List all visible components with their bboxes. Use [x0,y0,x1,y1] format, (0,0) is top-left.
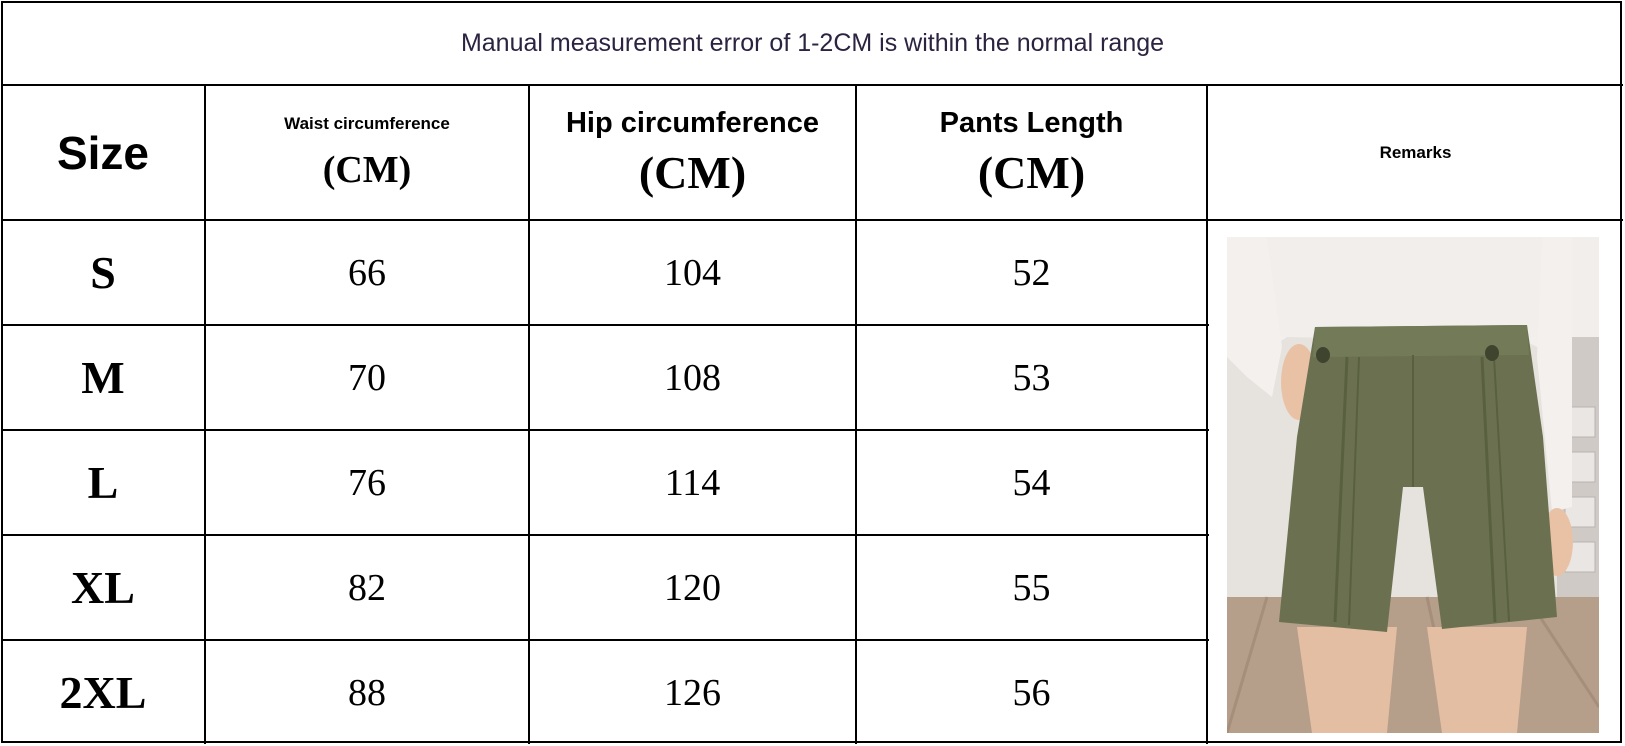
header-length-label: Pants Length [939,106,1124,139]
divider [204,85,206,744]
table-row-hip: 120 [664,566,721,609]
table-row-hip: 114 [664,461,721,504]
table-row-hip: 108 [664,356,721,399]
table-row-size: M [81,352,125,403]
page-title: Manual measurement error of 1-2CM is wit… [460,28,1165,57]
table-row-size: XL [71,562,135,613]
table-row-waist: 76 [348,461,386,504]
divider [2,84,1623,86]
divider [528,85,530,744]
table-row-length: 56 [1012,671,1051,714]
table-row-length: 52 [1012,251,1051,294]
divider [2,324,1209,326]
header-size: Size [56,126,150,179]
header-waist-unit: (CM) [322,148,412,191]
table-row-hip: 126 [664,671,721,714]
table-row-length: 53 [1012,356,1051,399]
table-row-waist: 70 [348,356,386,399]
table-row-size: 2XL [59,667,147,718]
table-row-length: 54 [1012,461,1051,504]
header-length-unit: (CM) [977,146,1086,198]
table-row-waist: 66 [348,251,386,294]
header-hip: Hip circumference (CM) [530,86,855,219]
table-row-length: 55 [1012,566,1051,609]
olive-shorts-photo-icon [1227,237,1599,733]
header-waist: Waist circumference (CM) [206,86,528,219]
table-row-waist: 88 [348,671,386,714]
divider [1206,85,1208,744]
header-hip-unit: (CM) [638,146,747,198]
header-length: Pants Length (CM) [857,86,1206,219]
divider [855,85,857,744]
table-row-size: S [90,247,116,298]
header-remarks: Remarks [1379,142,1452,162]
header-hip-label: Hip circumference [565,106,820,139]
table-row-hip: 104 [664,251,721,294]
divider [2,219,1623,221]
header-waist-label: Waist circumference [284,113,450,133]
table-row-size: L [87,457,119,508]
table-row-waist: 82 [348,566,386,609]
divider [2,534,1209,536]
divider [2,429,1209,431]
divider [2,639,1209,641]
